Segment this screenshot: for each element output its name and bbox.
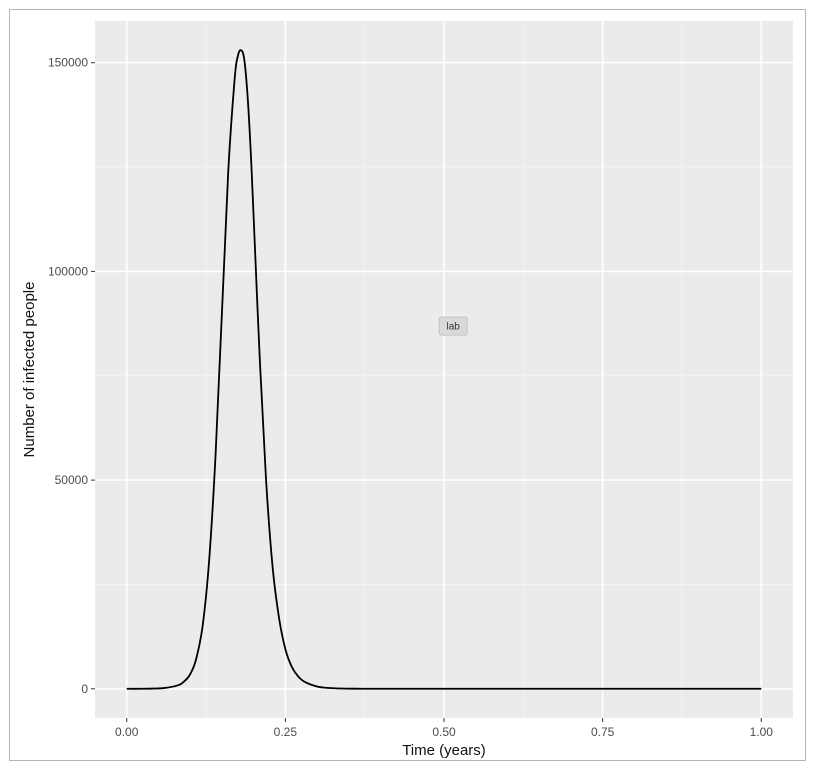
x-tick-label: 0.75 <box>591 725 615 739</box>
y-tick-label: 50000 <box>55 473 89 487</box>
x-axis-title: Time (years) <box>402 742 486 759</box>
x-tick-label: 0.50 <box>432 725 456 739</box>
y-axis-ticks: 0 50000 100000 150000 <box>48 56 95 696</box>
annotation-label: lab <box>438 316 468 336</box>
y-axis-title: Number of infected people <box>21 282 38 458</box>
x-axis-ticks: 0.00 0.25 0.50 0.75 1.00 <box>115 718 773 739</box>
infected-curve <box>126 49 762 690</box>
x-tick-label: 1.00 <box>750 725 774 739</box>
annotation-text: lab <box>447 322 461 333</box>
y-tick-label: 100000 <box>48 264 88 278</box>
x-tick-label: 0.25 <box>274 725 298 739</box>
y-tick-label: 0 <box>81 682 88 696</box>
x-tick-label: 0.00 <box>115 725 139 739</box>
y-tick-label: 150000 <box>48 56 88 70</box>
